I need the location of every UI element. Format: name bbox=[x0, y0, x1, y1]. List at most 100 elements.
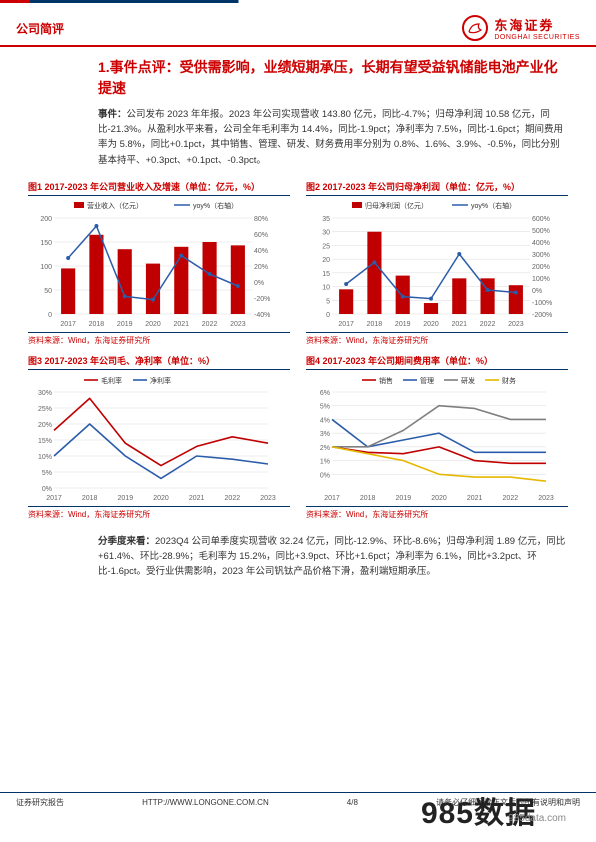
svg-text:25%: 25% bbox=[38, 406, 52, 413]
svg-text:2017: 2017 bbox=[324, 495, 340, 502]
chart-4: 图4 2017-2023 年公司期间费用率（单位：%） 0%1%2%3%4%5%… bbox=[306, 354, 568, 520]
svg-text:2023: 2023 bbox=[538, 495, 554, 502]
page-footer: 证券研究报告 HTTP://WWW.LONGONE.COM.CN 4/8 请务必… bbox=[0, 792, 596, 842]
svg-text:2017: 2017 bbox=[46, 495, 62, 502]
svg-text:0%: 0% bbox=[254, 280, 264, 287]
charts-row-2: 图3 2017-2023 年公司毛、净利率（单位：%） 0%5%10%15%20… bbox=[28, 354, 568, 520]
svg-text:2020: 2020 bbox=[431, 495, 447, 502]
svg-text:2018: 2018 bbox=[367, 321, 383, 328]
svg-text:2020: 2020 bbox=[153, 495, 169, 502]
svg-text:-20%: -20% bbox=[254, 296, 270, 303]
svg-text:-40%: -40% bbox=[254, 312, 270, 319]
svg-text:10: 10 bbox=[322, 284, 330, 291]
svg-text:100%: 100% bbox=[532, 276, 550, 283]
svg-text:2022: 2022 bbox=[202, 321, 218, 328]
svg-text:2018: 2018 bbox=[82, 495, 98, 502]
svg-text:400%: 400% bbox=[532, 240, 550, 247]
svg-text:0: 0 bbox=[326, 312, 330, 319]
svg-text:300%: 300% bbox=[532, 252, 550, 259]
svg-text:2023: 2023 bbox=[508, 321, 524, 328]
svg-text:归母净利润（亿元）: 归母净利润（亿元） bbox=[365, 201, 428, 210]
svg-text:20%: 20% bbox=[254, 264, 268, 271]
svg-text:15: 15 bbox=[322, 271, 330, 278]
svg-text:2021: 2021 bbox=[467, 495, 483, 502]
svg-text:1%: 1% bbox=[320, 458, 330, 465]
event-body: 公司发布 2023 年年报。2023 年公司实现营收 143.80 亿元，同比-… bbox=[98, 109, 563, 166]
svg-text:2021: 2021 bbox=[451, 321, 467, 328]
chart-1: 图1 2017-2023 年公司营业收入及增速（单位：亿元，%） 0501001… bbox=[28, 180, 290, 346]
event-label: 事件： bbox=[98, 109, 127, 120]
chart-3-source: 资料来源：Wind，东海证券研究所 bbox=[28, 506, 290, 520]
svg-text:营业收入（亿元）: 营业收入（亿元） bbox=[87, 201, 143, 210]
chart-3: 图3 2017-2023 年公司毛、净利率（单位：%） 0%5%10%15%20… bbox=[28, 354, 290, 520]
svg-text:2022: 2022 bbox=[225, 495, 241, 502]
chart-2-title: 图2 2017-2023 年公司归母净利润（单位：亿元，%） bbox=[306, 180, 568, 196]
svg-text:2019: 2019 bbox=[396, 495, 412, 502]
event-paragraph: 事件：公司发布 2023 年年报。2023 年公司实现营收 143.80 亿元，… bbox=[28, 107, 568, 168]
chart-1-source: 资料来源：Wind，东海证券研究所 bbox=[28, 332, 290, 346]
charts-row-1: 图1 2017-2023 年公司营业收入及增速（单位：亿元，%） 0501001… bbox=[28, 180, 568, 346]
svg-text:2023: 2023 bbox=[260, 495, 276, 502]
svg-text:600%: 600% bbox=[532, 216, 550, 223]
svg-text:500%: 500% bbox=[532, 228, 550, 235]
svg-text:5%: 5% bbox=[42, 470, 52, 477]
chart-1-title: 图1 2017-2023 年公司营业收入及增速（单位：亿元，%） bbox=[28, 180, 290, 196]
page-header: 公司简评 东海证券 DONGHAI SECURITIES bbox=[0, 7, 596, 47]
svg-text:60%: 60% bbox=[254, 232, 268, 239]
svg-text:研发: 研发 bbox=[461, 376, 475, 385]
svg-text:2018: 2018 bbox=[360, 495, 376, 502]
footer-url: HTTP://WWW.LONGONE.COM.CN bbox=[142, 798, 269, 807]
footer-page: 4/8 bbox=[347, 798, 358, 807]
svg-text:5%: 5% bbox=[320, 403, 330, 410]
svg-text:2022: 2022 bbox=[480, 321, 496, 328]
svg-text:yoy%（右轴）: yoy%（右轴） bbox=[193, 201, 238, 210]
svg-text:2%: 2% bbox=[320, 445, 330, 452]
chart-3-title: 图3 2017-2023 年公司毛、净利率（单位：%） bbox=[28, 354, 290, 370]
quarter-label: 分季度来看： bbox=[98, 536, 155, 547]
svg-text:200: 200 bbox=[40, 216, 52, 223]
svg-text:0%: 0% bbox=[532, 288, 542, 295]
svg-text:2020: 2020 bbox=[145, 321, 161, 328]
svg-text:2019: 2019 bbox=[118, 495, 134, 502]
chart-4-source: 资料来源：Wind，东海证券研究所 bbox=[306, 506, 568, 520]
content-area: 1.事件点评：受供需影响，业绩短期承压，长期有望受益钒储能电池产业化提速 事件：… bbox=[0, 47, 596, 589]
svg-text:2021: 2021 bbox=[189, 495, 205, 502]
svg-text:2019: 2019 bbox=[117, 321, 133, 328]
svg-text:yoy%（右轴）: yoy%（右轴） bbox=[471, 201, 516, 210]
watermark-sub: 985data.com bbox=[508, 813, 566, 824]
quarter-paragraph: 分季度来看：2023Q4 公司单季度实现营收 32.24 亿元，同比-12.9%… bbox=[28, 534, 568, 580]
svg-text:10%: 10% bbox=[38, 454, 52, 461]
svg-text:2021: 2021 bbox=[173, 321, 189, 328]
svg-text:2020: 2020 bbox=[423, 321, 439, 328]
header-category: 公司简评 bbox=[16, 20, 64, 37]
svg-text:100: 100 bbox=[40, 264, 52, 271]
svg-text:30: 30 bbox=[322, 229, 330, 236]
svg-text:150: 150 bbox=[40, 240, 52, 247]
svg-text:2019: 2019 bbox=[395, 321, 411, 328]
chart-2-source: 资料来源：Wind，东海证券研究所 bbox=[306, 332, 568, 346]
logo-cn: 东海证券 bbox=[494, 15, 580, 34]
footer-left: 证券研究报告 bbox=[16, 797, 64, 808]
svg-text:2018: 2018 bbox=[89, 321, 105, 328]
svg-text:200%: 200% bbox=[532, 264, 550, 271]
svg-text:2023: 2023 bbox=[230, 321, 246, 328]
svg-text:-100%: -100% bbox=[532, 300, 552, 307]
section-title: 1.事件点评：受供需影响，业绩短期承压，长期有望受益钒储能电池产业化提速 bbox=[28, 57, 568, 99]
logo-icon bbox=[462, 15, 488, 41]
svg-text:财务: 财务 bbox=[502, 376, 516, 385]
svg-text:15%: 15% bbox=[38, 438, 52, 445]
svg-text:20: 20 bbox=[322, 257, 330, 264]
svg-text:80%: 80% bbox=[254, 216, 268, 223]
svg-text:2017: 2017 bbox=[338, 321, 354, 328]
logo-en: DONGHAI SECURITIES bbox=[494, 34, 580, 41]
svg-text:25: 25 bbox=[322, 243, 330, 250]
svg-text:4%: 4% bbox=[320, 417, 330, 424]
svg-text:20%: 20% bbox=[38, 422, 52, 429]
svg-text:销售: 销售 bbox=[379, 376, 393, 385]
svg-text:2017: 2017 bbox=[60, 321, 76, 328]
svg-text:35: 35 bbox=[322, 216, 330, 223]
svg-text:6%: 6% bbox=[320, 390, 330, 397]
quarter-body: 2023Q4 公司单季度实现营收 32.24 亿元，同比-12.9%、环比-8.… bbox=[98, 536, 565, 577]
chart-4-title: 图4 2017-2023 年公司期间费用率（单位：%） bbox=[306, 354, 568, 370]
svg-text:30%: 30% bbox=[38, 390, 52, 397]
